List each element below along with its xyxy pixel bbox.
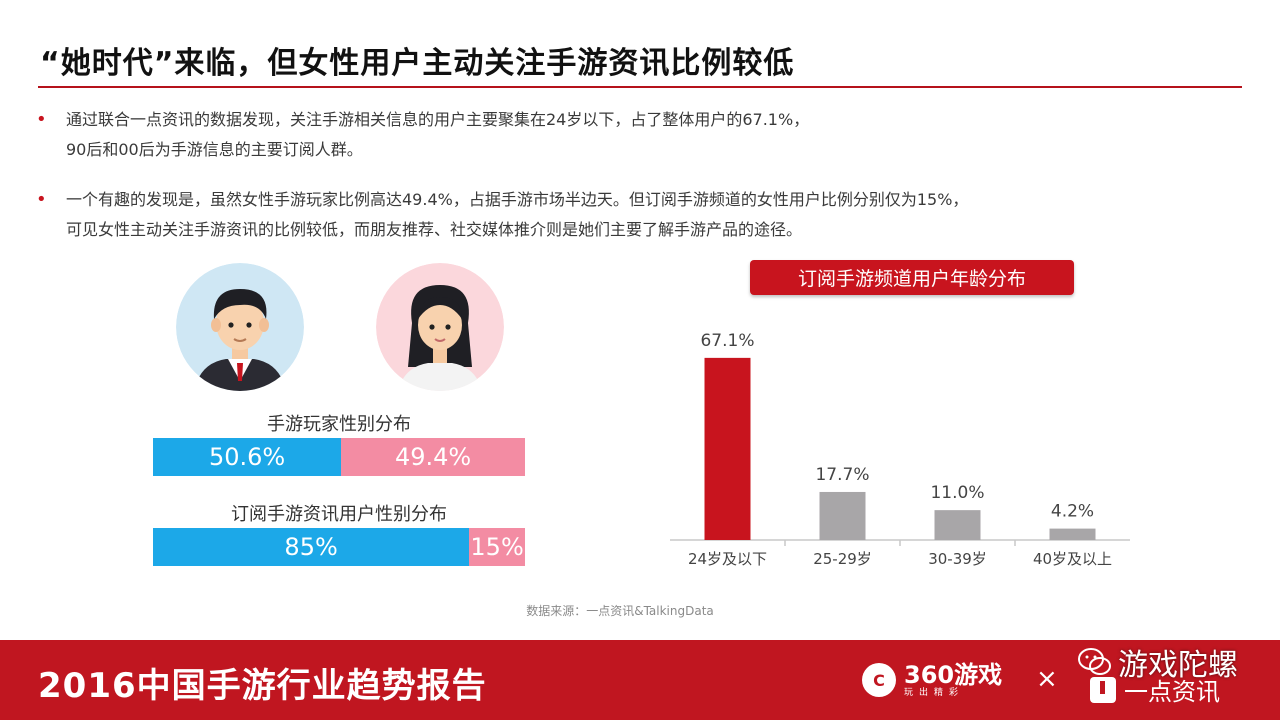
- bar-3: [1049, 528, 1096, 540]
- bullet-dot: •: [36, 189, 47, 210]
- bullet-item-2: • 一个有趣的发现是，虽然女性手游玩家比例高达49.4%，占据手游市场半边天。但…: [36, 185, 1216, 245]
- age-distribution-chart: 67.1% 24岁及以下 17.7% 25-29岁 11.0% 30-39岁 4.2% 40岁…: [670, 331, 1130, 568]
- bullet-line: 可见女性主动关注手游资讯的比例较低，而朋友推荐、社交媒体推介则是她们主要了解手游…: [66, 220, 803, 239]
- chart-title-badge: 订阅手游频道用户年龄分布: [750, 260, 1074, 295]
- 360-ring-icon: C: [862, 663, 896, 697]
- male-share-segment: 85%: [153, 528, 470, 566]
- yidian-logo-text: 一点资讯: [1124, 678, 1220, 706]
- bar-2: [934, 510, 981, 540]
- category-label: 40岁及以上: [1033, 550, 1112, 568]
- bar-value-label: 11.0%: [930, 483, 984, 503]
- 360-logo-text: 360游戏: [904, 661, 1003, 689]
- subscriber-gender-bar: 85% 15%: [153, 528, 525, 566]
- 360-games-logo: C 360游戏 玩出精彩: [862, 660, 1002, 700]
- category-label: 24岁及以下: [688, 550, 767, 568]
- bullet-dot: •: [36, 109, 47, 130]
- bar-value-label: 4.2%: [1051, 502, 1094, 522]
- bullet-line: 通过联合一点资讯的数据发现，关注手游相关信息的用户主要聚集在24岁以下，占了整体…: [66, 110, 810, 129]
- bullet-line: 一个有趣的发现是，虽然女性手游玩家比例高达49.4%，占据手游市场半边天。但订阅…: [66, 190, 969, 209]
- watermark-text: 游戏陀螺: [1118, 648, 1238, 683]
- male-avatar-icon: [176, 263, 304, 391]
- yidian-logo: 一点资讯: [1090, 672, 1220, 707]
- bar-0: [704, 357, 751, 540]
- footer-band: 2016中国手游行业趋势报告 C 360游戏 玩出精彩 × 一点资讯: [0, 640, 1280, 720]
- title-divider: [38, 86, 1242, 88]
- female-avatar-icon: [376, 263, 504, 391]
- female-share-segment: 49.4%: [341, 438, 525, 476]
- wechat-watermark: 游戏陀螺: [1078, 640, 1238, 684]
- player-gender-bar: 50.6% 49.4%: [153, 438, 525, 476]
- 360-logo-subtext: 玩出精彩: [904, 688, 965, 698]
- player-gender-caption: 手游玩家性别分布: [267, 414, 411, 435]
- category-label: 25-29岁: [813, 550, 872, 568]
- report-title: 2016中国手游行业趋势报告: [38, 666, 487, 706]
- yidian-mark-icon: [1090, 676, 1116, 703]
- bar-1: [819, 491, 866, 540]
- slide-title: “她时代”来临，但女性用户主动关注手游资讯比例较低: [40, 46, 795, 81]
- subscriber-gender-caption: 订阅手游资讯用户性别分布: [231, 504, 447, 525]
- bar-value-label: 67.1%: [700, 331, 754, 351]
- female-share-segment: 15%: [469, 528, 525, 566]
- bar-value-label: 17.7%: [815, 465, 869, 485]
- male-share-segment: 50.6%: [153, 438, 342, 476]
- bullet-line: 90后和00后为手游信息的主要订阅人群。: [66, 140, 363, 159]
- data-source-note: 数据来源：一点资讯&TalkingData: [526, 604, 714, 618]
- bullet-item-1: • 通过联合一点资讯的数据发现，关注手游相关信息的用户主要聚集在24岁以下，占了…: [36, 105, 1216, 165]
- wechat-icon: [1078, 648, 1111, 675]
- category-label: 30-39岁: [928, 550, 987, 568]
- cross-icon: ×: [1036, 664, 1058, 694]
